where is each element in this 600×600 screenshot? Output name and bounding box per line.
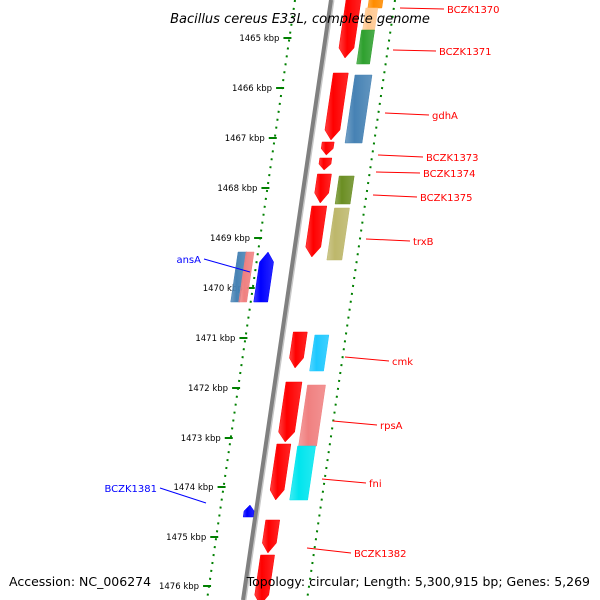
gene-arrow-fni (269, 443, 292, 501)
category-block-orange (367, 0, 384, 9)
gene-arrow-trxb (305, 205, 328, 258)
leader-line (365, 238, 411, 242)
gene-arrow-bczk1375 (314, 173, 332, 204)
category-block-pink-left (238, 251, 255, 303)
accession-text: Accession: NC_006274 (9, 574, 152, 589)
gene-arrow-rpsa (278, 381, 303, 443)
scale-label: 1476 kbp (159, 582, 199, 592)
leader-line (306, 547, 352, 554)
leader-line (392, 49, 437, 52)
gene-label-bczk1381: BCZK1381 (104, 484, 157, 495)
gene-arrow-gdha (324, 72, 349, 141)
gene-label-bczk1370: BCZK1370 (447, 5, 500, 16)
leader-line (203, 258, 251, 273)
gene-label-cmk: cmk (392, 357, 413, 368)
scale-label: 1466 kbp (232, 84, 272, 94)
scale-label: 1472 kbp (188, 384, 228, 394)
kbp-ruler: 1465 kbp 1466 kbp 1467 kbp 1468 kbp 1469 kbp… (159, 34, 292, 592)
genome-backbone (241, 0, 335, 600)
category-block-cyan (309, 334, 330, 372)
scale-label: 1475 kbp (166, 533, 206, 543)
leader-line (159, 487, 207, 504)
gene-arrow-bczk1381 (242, 504, 255, 518)
leader-line (321, 478, 367, 484)
scale-label: 1471 kbp (195, 334, 235, 344)
category-block-green (356, 29, 375, 65)
inner-dotted-line (306, 0, 396, 600)
gene-labels: BCZK1370 BCZK1371 gdhA BCZK1373 BCZK1374 BCZK… (104, 5, 499, 560)
backbone-line (241, 0, 333, 600)
scale-label: 1465 kbp (239, 34, 279, 44)
scale-label: 1473 kbp (181, 434, 221, 444)
gene-features (230, 0, 384, 600)
gene-label-bczk1373: BCZK1373 (426, 153, 479, 164)
category-block-khaki (326, 207, 350, 261)
gene-arrow-bczk1383 (254, 554, 275, 600)
category-block-olive (334, 175, 355, 205)
category-block-turquoise (289, 445, 316, 501)
gene-arrow-cmk (289, 331, 308, 369)
scale-label: 1467 kbp (225, 134, 265, 144)
gene-arrow-bczk1371 (338, 0, 362, 59)
gene-label-bczk1371: BCZK1371 (439, 47, 492, 58)
gene-arrow-bczk1374 (318, 157, 333, 171)
gene-label-bczk1375: BCZK1375 (420, 193, 473, 204)
scale-label: 1470 kbp (203, 284, 243, 294)
gene-label-ansa: ansA (176, 255, 201, 266)
category-block-steelblue (344, 74, 373, 144)
gene-arrow-bczk1373 (320, 141, 335, 156)
dotted-guide-lines (206, 0, 396, 600)
leader-line (344, 356, 390, 362)
leader-line (372, 194, 418, 198)
map-title: Bacillus cereus E33L, complete genome (170, 12, 430, 27)
leader-line (399, 7, 445, 10)
leader-line (332, 420, 378, 426)
category-block-lightcoral (298, 384, 326, 447)
gene-label-trxb: trxB (413, 237, 434, 248)
leader-line (377, 154, 424, 158)
gene-arrow-ansa (253, 251, 274, 303)
scale-label: 1468 kbp (217, 184, 257, 194)
gene-label-fni: fni (369, 479, 382, 490)
gene-label-gdha: gdhA (432, 111, 458, 122)
gene-label-bczk1382: BCZK1382 (354, 549, 407, 560)
scale-label: 1474 kbp (174, 483, 214, 493)
gene-label-bczk1374: BCZK1374 (423, 169, 476, 180)
scale-label: 1469 kbp (210, 234, 250, 244)
leader-line (384, 112, 430, 116)
outer-dotted-line (206, 0, 296, 600)
leader-line (375, 171, 421, 174)
gene-label-rpsa: rpsA (380, 421, 403, 432)
gene-arrow-bczk1382 (262, 519, 281, 554)
topology-summary-text: Topology: circular; Length: 5,300,915 bp… (246, 574, 590, 589)
